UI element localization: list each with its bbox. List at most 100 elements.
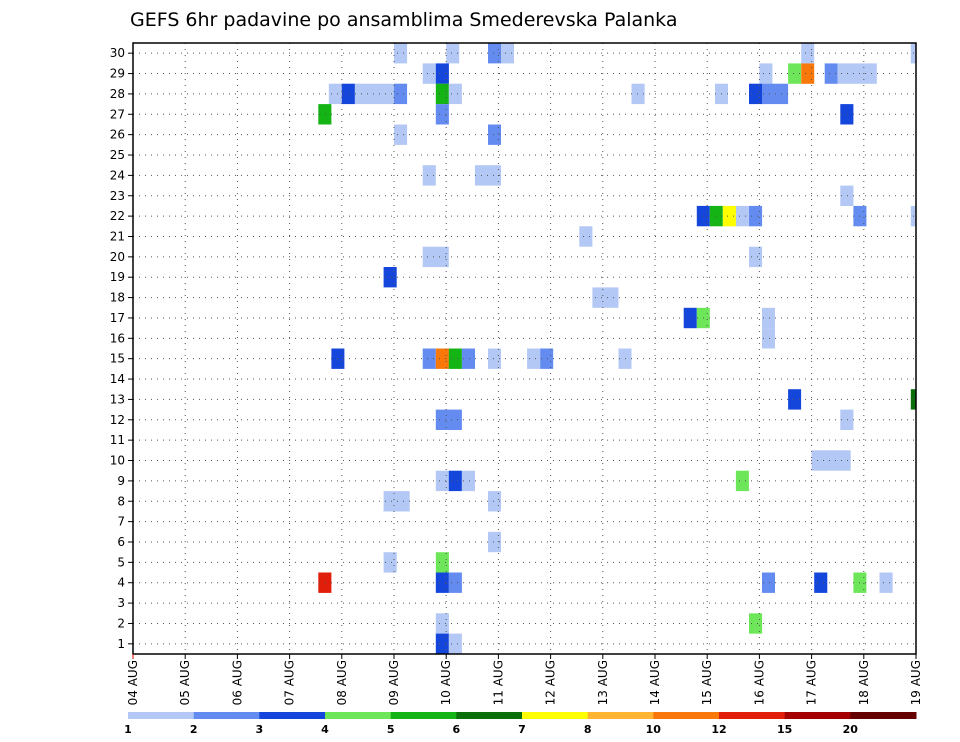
precip-cell [501,43,514,64]
precip-cell [788,389,802,410]
precip-cell [683,307,697,329]
y-tick-label: 9 [117,474,125,488]
y-tick-label: 3 [117,596,125,610]
precip-cell [759,63,773,84]
colorbar-label: 20 [843,723,859,736]
x-tick-label: 16 AUG [752,660,766,705]
precip-cell [341,83,355,105]
x-tick-label: 13 AUG [596,660,610,705]
colorbar-swatch [390,712,457,719]
precip-cell [488,124,501,145]
precip-cell [735,470,749,492]
colorbar-label: 3 [255,723,263,736]
colorbar-swatch [259,712,326,719]
colorbar-swatch [653,712,720,719]
precip-cell [749,613,763,634]
y-tick-label: 21 [110,229,125,243]
x-tick-label: 08 AUG [335,660,349,705]
colorbar-label: 8 [584,723,592,736]
precip-cell [735,205,749,227]
grid-lines [133,43,916,654]
x-tick-label: 04 AUG [126,660,140,705]
precip-cell [422,348,436,369]
y-tick-label: 28 [110,87,125,101]
y-tick-label: 4 [117,576,125,590]
data-cells [318,43,916,654]
precip-cell [318,572,332,593]
colorbar-label: 5 [387,723,395,736]
y-tick-label: 18 [110,291,125,305]
colorbar-label: 6 [452,723,460,736]
colorbar-swatch [456,712,523,719]
y-axis: 1234567891011121314151617181920212223242… [110,46,133,651]
precip-cell [354,83,394,105]
y-tick-label: 19 [110,270,125,284]
precip-cell [749,83,763,105]
precip-cell [318,104,332,125]
x-tick-label: 06 AUG [230,660,244,705]
precip-cell [435,552,449,573]
y-tick-label: 11 [110,433,125,447]
precip-cell [540,348,554,369]
x-tick-label: 05 AUG [178,660,192,705]
x-tick-label: 14 AUG [648,660,662,705]
colorbar-label: 4 [321,723,329,736]
precip-cell [435,104,449,125]
precip-cell [394,43,408,64]
y-tick-label: 12 [110,413,125,427]
y-tick-label: 10 [110,454,125,468]
precip-cell [448,470,462,492]
precip-cell [801,63,815,84]
colorbar-label: 12 [711,723,726,736]
precip-cell [394,124,408,145]
precip-cell [788,63,802,84]
precip-cell [840,104,854,125]
precip-cell [840,185,854,206]
y-tick-label: 1 [117,637,125,651]
y-tick-label: 7 [117,515,125,529]
precip-cell [461,348,475,369]
precip-cell [631,83,645,105]
colorbar-swatch [325,712,392,719]
precip-cell [814,572,828,593]
y-tick-label: 5 [117,555,125,569]
precip-cell [488,43,501,64]
chart-title: GEFS 6hr padavine po ansamblima Smederev… [130,9,677,31]
precip-cell [749,246,763,268]
x-tick-label: 18 AUG [857,660,871,705]
y-tick-label: 24 [110,168,125,182]
x-tick-label: 12 AUG [544,660,558,705]
y-tick-label: 14 [110,372,125,386]
precip-cell [435,613,449,634]
colorbar-swatch [193,712,260,719]
x-tick-label: 11 AUG [491,660,505,705]
colorbar-swatch [522,712,589,719]
precip-cell [383,491,410,512]
precip-cell [383,267,397,288]
y-tick-label: 26 [110,128,125,142]
precip-cell [488,348,501,369]
y-tick-label: 22 [110,209,125,223]
x-tick-label: 07 AUG [283,660,297,705]
precip-cell [801,43,815,64]
y-tick-label: 25 [110,148,125,162]
x-tick-label: 19 AUG [909,660,923,705]
y-tick-label: 27 [110,107,125,121]
y-tick-label: 15 [110,352,125,366]
precip-cell [448,83,462,105]
y-tick-label: 8 [117,494,125,508]
precip-cell [762,572,775,593]
y-tick-label: 2 [117,616,125,630]
y-tick-label: 13 [110,392,125,406]
precip-cell [722,205,736,227]
precip-cell [422,165,436,186]
precip-cell [879,572,893,593]
y-tick-label: 16 [110,331,125,345]
precip-cell [435,83,449,105]
precip-cell [527,348,541,369]
precip-cell [488,491,501,512]
colorbar-label: 1 [124,723,132,736]
x-tick-label: 09 AUG [387,660,401,705]
precip-cell [749,205,763,227]
precip-cell [435,63,449,84]
